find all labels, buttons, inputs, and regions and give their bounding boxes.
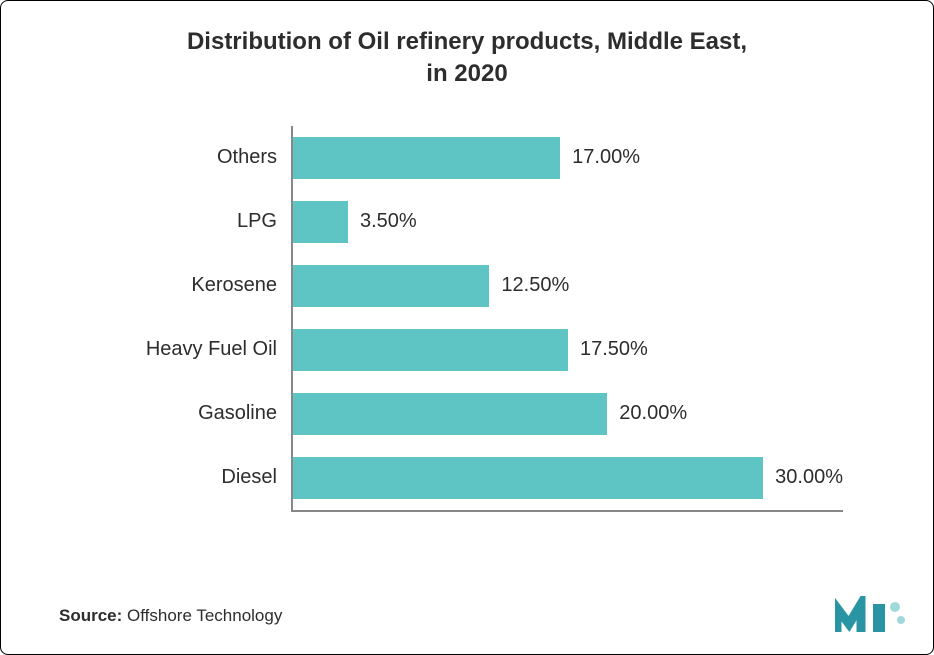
bar-track: 17.00% [291,126,843,190]
bar-track: 17.50% [291,318,843,382]
bar-row: Diesel 30.00% [121,446,843,510]
bar-track: 12.50% [291,254,843,318]
bar [293,393,607,435]
category-label: LPG [121,210,291,233]
bar-track: 3.50% [291,190,843,254]
value-label: 3.50% [360,210,417,233]
x-axis-line [291,510,843,512]
bar-row: LPG 3.50% [121,190,843,254]
mi-logo-icon [835,596,907,636]
category-label: Diesel [121,466,291,489]
title-line-1: Distribution of Oil refinery products, M… [187,28,747,55]
title-line-2: in 2020 [426,60,507,87]
category-label: Others [121,146,291,169]
bar [293,329,568,371]
value-label: 17.00% [572,146,640,169]
category-label: Heavy Fuel Oil [121,338,291,361]
value-label: 17.50% [580,338,648,361]
source-attribution: Source: Offshore Technology [59,606,282,626]
bar-track: 20.00% [291,382,843,446]
bar-row: Others 17.00% [121,126,843,190]
category-label: Kerosene [121,274,291,297]
bar-chart: Others 17.00% LPG 3.50% Kerosene 12.50% Heavy … [121,126,843,512]
source-text: Offshore Technology [127,606,282,625]
bar-row: Kerosene 12.50% [121,254,843,318]
chart-title: Distribution of Oil refinery products, M… [107,26,827,91]
bar-row: Heavy Fuel Oil 17.50% [121,318,843,382]
value-label: 30.00% [775,466,843,489]
value-label: 20.00% [619,402,687,425]
bar [293,457,763,499]
bar-track: 30.00% [291,446,843,510]
source-prefix: Source: [59,606,122,625]
bar [293,201,348,243]
category-label: Gasoline [121,402,291,425]
value-label: 12.50% [501,274,569,297]
bar [293,137,560,179]
bar-row: Gasoline 20.00% [121,382,843,446]
bar [293,265,489,307]
